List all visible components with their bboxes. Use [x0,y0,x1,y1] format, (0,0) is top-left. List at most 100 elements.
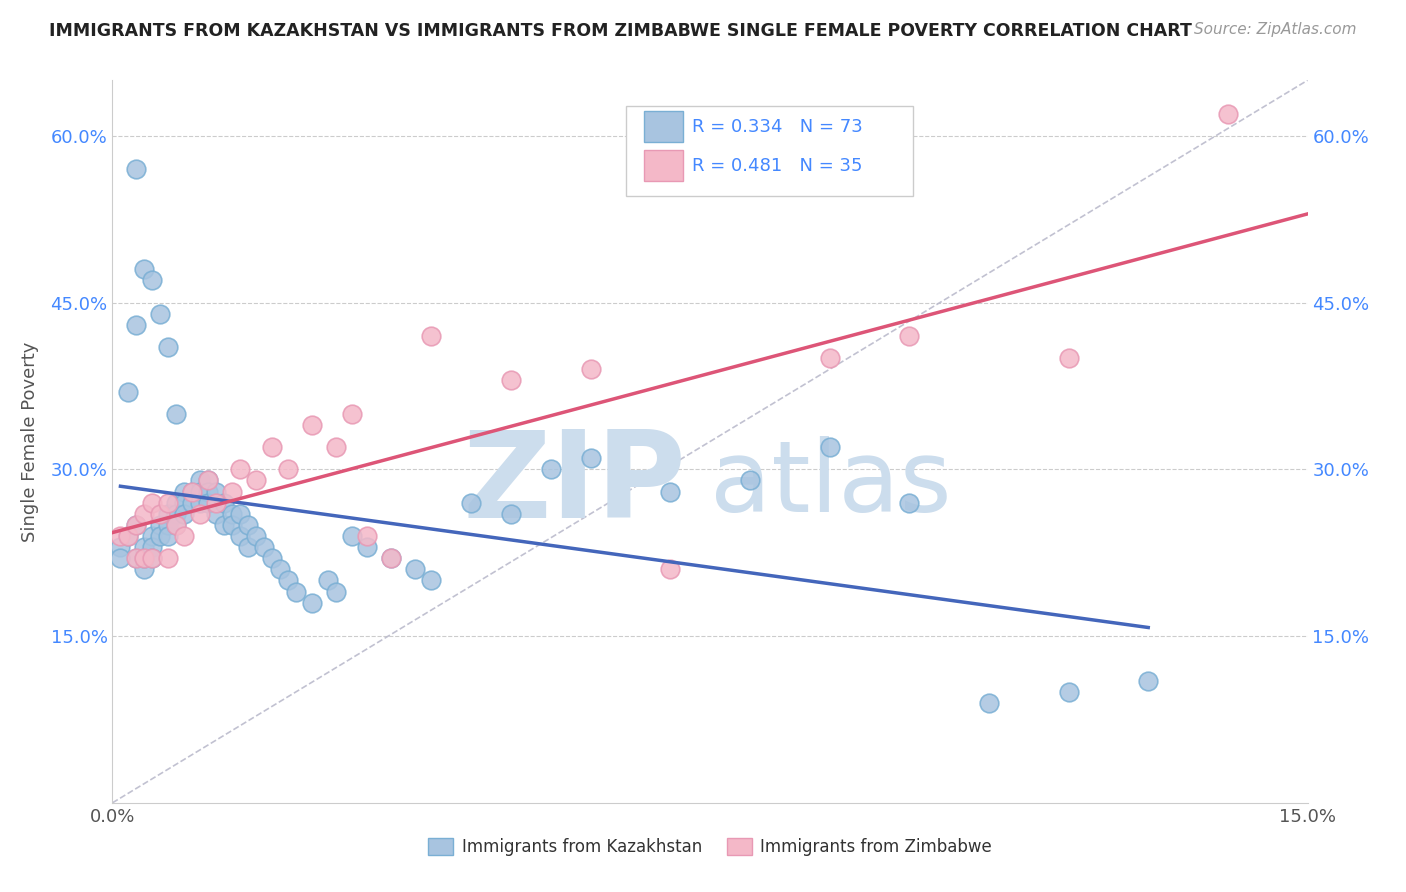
Point [340,529,363,543]
Point [117,384,139,399]
Point [134,540,156,554]
Point [157,507,180,521]
Point [404,562,426,576]
Point [157,340,180,354]
Point [221,507,243,521]
Point [499,507,522,521]
Point [221,484,243,499]
Point [236,517,259,532]
Point [898,329,921,343]
FancyBboxPatch shape [627,105,914,196]
Point [157,517,180,532]
Point [420,574,443,588]
Point [212,517,235,532]
Point [134,262,156,277]
Text: IMMIGRANTS FROM KAZAKHSTAN VS IMMIGRANTS FROM ZIMBABWE SINGLE FEMALE POVERTY COR: IMMIGRANTS FROM KAZAKHSTAN VS IMMIGRANTS… [49,22,1192,40]
Point [141,540,163,554]
Point [659,484,682,499]
Point [460,496,482,510]
Point [157,496,180,510]
Point [173,507,195,521]
Point [579,362,602,376]
Point [165,517,187,532]
Point [173,496,195,510]
Text: R = 0.334   N = 73: R = 0.334 N = 73 [692,118,863,136]
Point [117,529,139,543]
Point [301,596,323,610]
Point [165,507,187,521]
Point [134,551,156,566]
Point [149,529,172,543]
Point [165,496,187,510]
Text: ZIP: ZIP [463,426,686,543]
Point [260,440,283,454]
Point [420,329,443,343]
Point [221,517,243,532]
Point [197,496,219,510]
Point [117,529,139,543]
Point [380,551,402,566]
Point [260,551,283,566]
Point [125,551,148,566]
Point [149,507,172,521]
Text: atlas: atlas [710,436,952,533]
Point [977,696,1000,710]
Point [188,474,211,488]
Point [229,462,252,476]
Point [141,551,163,566]
FancyBboxPatch shape [644,112,682,142]
Point [173,484,195,499]
Point [141,551,163,566]
Point [141,496,163,510]
Point [181,496,204,510]
Point [229,529,252,543]
Point [157,551,180,566]
Point [277,574,299,588]
Point [141,273,163,287]
Point [1057,351,1080,366]
Point [356,529,378,543]
Point [149,307,172,321]
Point [125,551,148,566]
Point [197,474,219,488]
Y-axis label: Single Female Poverty: Single Female Poverty [21,342,39,541]
Legend: Immigrants from Kazakhstan, Immigrants from Zimbabwe: Immigrants from Kazakhstan, Immigrants f… [422,831,998,863]
Point [110,540,132,554]
Point [1137,673,1160,688]
Point [110,551,132,566]
Point [134,507,156,521]
Point [579,451,602,466]
Point [110,529,132,543]
Point [188,484,211,499]
Point [134,551,156,566]
Point [125,517,148,532]
Point [253,540,276,554]
Point [173,529,195,543]
Point [165,517,187,532]
Point [197,474,219,488]
Point [325,440,347,454]
Point [188,496,211,510]
Point [325,584,347,599]
Point [181,484,204,499]
Point [157,529,180,543]
Point [277,462,299,476]
Point [380,551,402,566]
Point [149,517,172,532]
Point [738,474,761,488]
Text: Source: ZipAtlas.com: Source: ZipAtlas.com [1194,22,1357,37]
Point [898,496,921,510]
Point [197,484,219,499]
Point [540,462,562,476]
Point [316,574,339,588]
Point [125,517,148,532]
Point [356,540,378,554]
Point [340,407,363,421]
Point [125,162,148,177]
Point [301,417,323,432]
Point [212,496,235,510]
Point [236,540,259,554]
Point [284,584,307,599]
Point [205,507,228,521]
Point [125,318,148,332]
